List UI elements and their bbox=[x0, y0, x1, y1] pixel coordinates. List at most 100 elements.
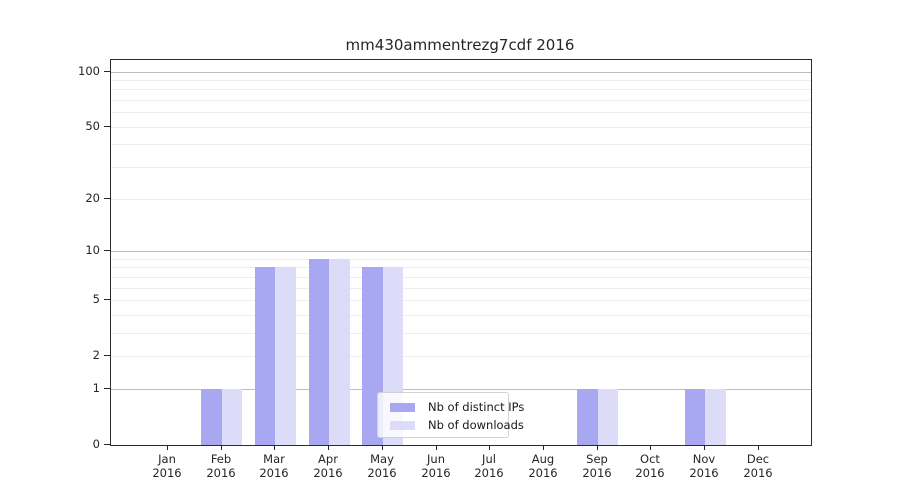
x-tick-year: 2016 bbox=[743, 466, 773, 480]
x-tick-month: Aug bbox=[531, 452, 555, 466]
legend-label: Nb of downloads bbox=[428, 418, 524, 432]
legend-swatch-1 bbox=[390, 420, 415, 430]
x-tick-mark bbox=[650, 445, 651, 450]
x-tick-label: Nov 2016 bbox=[672, 452, 736, 480]
x-tick-year: 2016 bbox=[528, 466, 558, 480]
gridline-minor bbox=[111, 288, 811, 289]
x-tick-year: 2016 bbox=[206, 466, 236, 480]
x-tick-month: May bbox=[370, 452, 394, 466]
bar-nb-of-downloads-sep bbox=[597, 388, 619, 445]
bar-nb-of-downloads-apr bbox=[329, 258, 350, 445]
chart-title: mm430ammentrezg7cdf 2016 bbox=[345, 36, 575, 54]
x-tick-year: 2016 bbox=[259, 466, 289, 480]
legend-row: Nb of distinct IPs bbox=[390, 398, 524, 416]
x-tick-mark bbox=[489, 445, 490, 450]
legend-row: Nb of downloads bbox=[390, 416, 524, 434]
x-tick-year: 2016 bbox=[152, 466, 182, 480]
y-tick-mark bbox=[104, 388, 110, 389]
gridline-minor bbox=[111, 356, 811, 357]
x-tick-month: Jul bbox=[482, 452, 496, 466]
y-tick-mark bbox=[104, 299, 110, 300]
x-tick-year: 2016 bbox=[582, 466, 612, 480]
gridline-major bbox=[111, 72, 811, 73]
x-tick-month: Nov bbox=[692, 452, 716, 466]
x-tick-year: 2016 bbox=[421, 466, 451, 480]
x-tick-mark bbox=[543, 445, 544, 450]
gridline-minor bbox=[111, 333, 811, 334]
x-tick-year: 2016 bbox=[474, 466, 504, 480]
y-tick-label: 100 bbox=[78, 64, 100, 78]
bar-nb-of-distinct-ips-sep bbox=[577, 388, 598, 445]
legend-label: Nb of distinct IPs bbox=[428, 400, 525, 414]
legend-swatch-0 bbox=[390, 402, 415, 412]
x-tick-month: Jun bbox=[427, 452, 445, 466]
x-tick-month: Feb bbox=[210, 452, 232, 466]
x-tick-label: Mar 2016 bbox=[242, 452, 306, 480]
x-tick-label: Aug 2016 bbox=[511, 452, 575, 480]
bar-nb-of-downloads-mar bbox=[275, 267, 296, 445]
y-tick-mark bbox=[104, 198, 110, 199]
x-tick-label: Feb 2016 bbox=[189, 452, 253, 480]
x-tick-mark bbox=[167, 445, 168, 450]
gridline-minor bbox=[111, 112, 811, 113]
gridline-minor bbox=[111, 277, 811, 278]
x-tick-month: Sep bbox=[586, 452, 608, 466]
x-tick-label: Apr 2016 bbox=[296, 452, 360, 480]
x-tick-month: Mar bbox=[263, 452, 285, 466]
x-tick-label: May 2016 bbox=[350, 452, 414, 480]
y-tick-mark bbox=[104, 71, 110, 72]
gridline-minor bbox=[111, 80, 811, 81]
gridline-minor bbox=[111, 127, 811, 128]
gridline-minor bbox=[111, 89, 811, 90]
plot-area bbox=[110, 59, 812, 446]
x-tick-mark bbox=[436, 445, 437, 450]
x-tick-month: Dec bbox=[746, 452, 770, 466]
x-tick-mark bbox=[274, 445, 275, 450]
gridline-minor bbox=[111, 144, 811, 145]
x-tick-year: 2016 bbox=[635, 466, 665, 480]
y-tick-label: 10 bbox=[85, 243, 100, 257]
x-tick-year: 2016 bbox=[689, 466, 719, 480]
y-tick-mark bbox=[104, 126, 110, 127]
x-tick-mark bbox=[704, 445, 705, 450]
legend: Nb of distinct IPs Nb of downloads bbox=[377, 392, 524, 438]
gridline-minor bbox=[111, 300, 811, 301]
x-tick-month: Jan bbox=[158, 452, 176, 466]
bar-nb-of-distinct-ips-apr bbox=[308, 258, 330, 445]
x-tick-mark bbox=[382, 445, 383, 450]
x-tick-mark bbox=[328, 445, 329, 450]
x-tick-mark bbox=[221, 445, 222, 450]
y-tick-mark bbox=[104, 355, 110, 356]
x-tick-label: Jun 2016 bbox=[404, 452, 468, 480]
gridline-minor bbox=[111, 167, 811, 168]
x-tick-mark bbox=[758, 445, 759, 450]
x-tick-month: Apr bbox=[318, 452, 338, 466]
y-tick-label: 2 bbox=[92, 348, 100, 362]
x-tick-month: Oct bbox=[640, 452, 660, 466]
bar-nb-of-downloads-feb bbox=[221, 388, 243, 445]
x-tick-label: Dec 2016 bbox=[726, 452, 790, 480]
bar-nb-of-distinct-ips-nov bbox=[684, 388, 706, 445]
gridline-minor bbox=[111, 100, 811, 101]
bar-nb-of-downloads-nov bbox=[705, 388, 726, 445]
x-tick-label: Sep 2016 bbox=[565, 452, 629, 480]
y-tick-label: 5 bbox=[92, 292, 100, 306]
y-tick-label: 50 bbox=[85, 119, 100, 133]
bar-nb-of-distinct-ips-feb bbox=[201, 388, 222, 445]
gridline-minor bbox=[111, 315, 811, 316]
x-tick-mark bbox=[597, 445, 598, 450]
gridline-major bbox=[111, 251, 811, 252]
y-tick-label: 0 bbox=[92, 437, 100, 451]
y-tick-mark bbox=[104, 250, 110, 251]
x-tick-year: 2016 bbox=[367, 466, 397, 480]
x-tick-label: Jul 2016 bbox=[457, 452, 521, 480]
gridline-major bbox=[111, 389, 811, 390]
y-tick-mark bbox=[104, 444, 110, 445]
x-tick-label: Jan 2016 bbox=[135, 452, 199, 480]
gridline-minor bbox=[111, 259, 811, 260]
x-tick-label: Oct 2016 bbox=[618, 452, 682, 480]
bar-nb-of-distinct-ips-mar bbox=[254, 267, 276, 445]
y-tick-label: 20 bbox=[85, 191, 100, 205]
y-tick-label: 1 bbox=[92, 381, 100, 395]
